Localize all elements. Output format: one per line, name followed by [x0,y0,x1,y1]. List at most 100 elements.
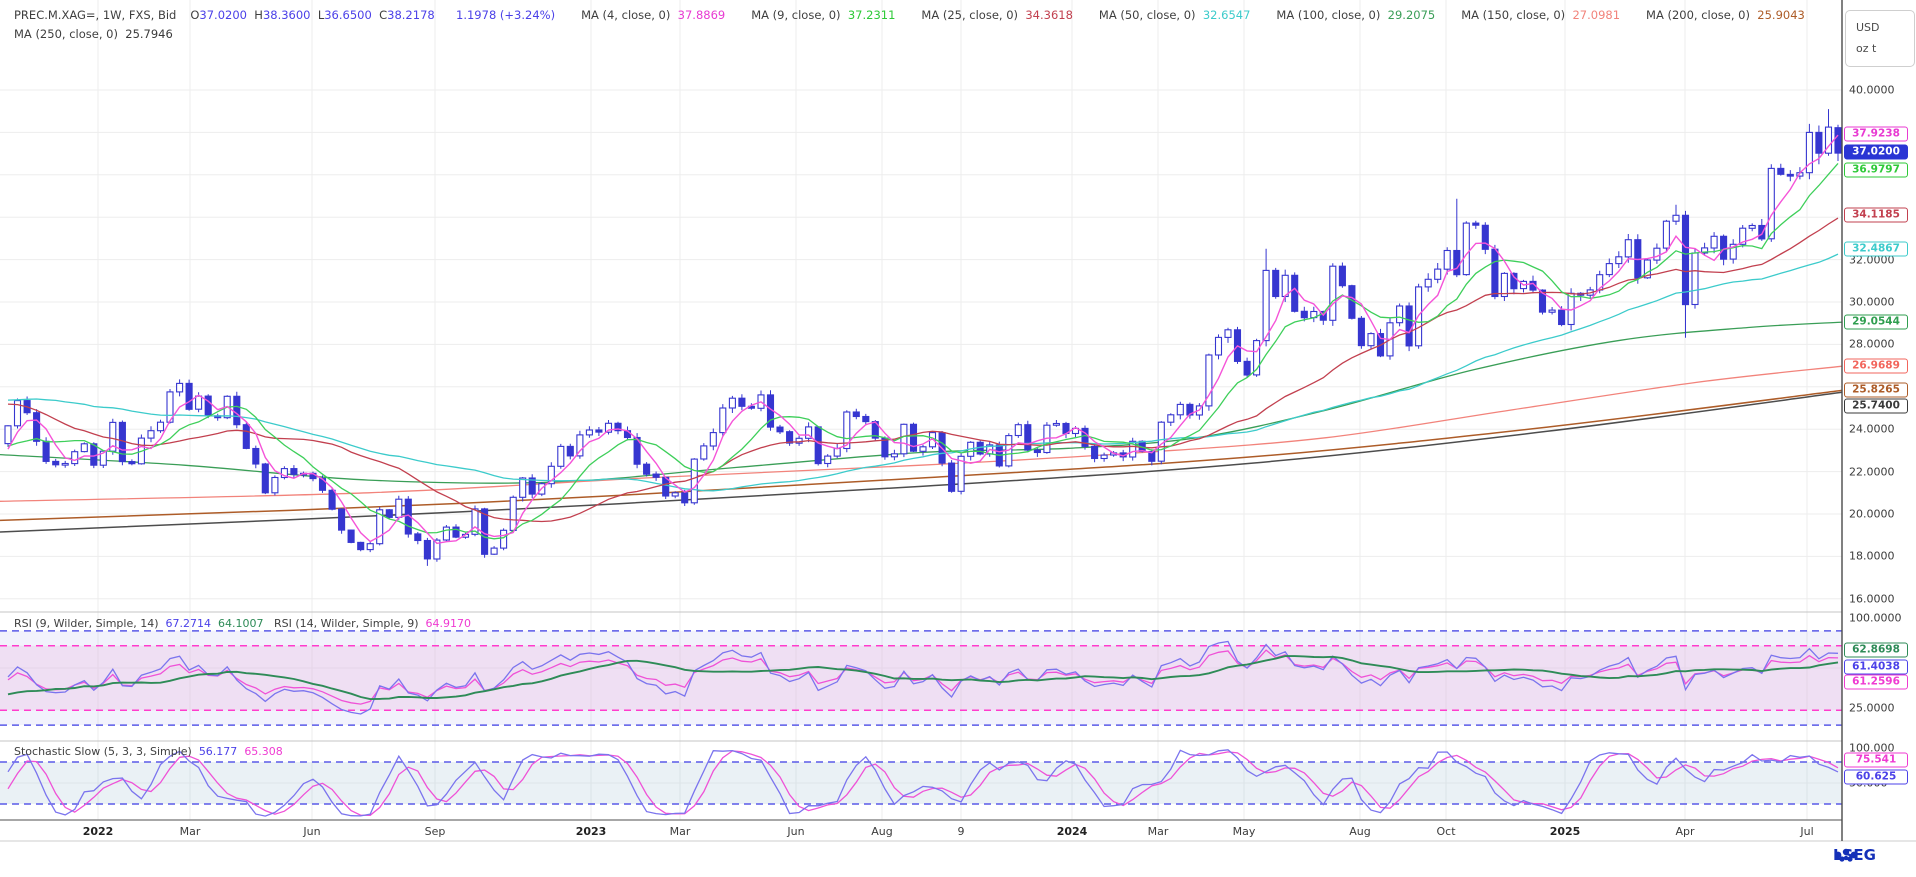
price-tick-label: 30.0000 [1849,295,1895,309]
candle-body [1710,235,1718,249]
candle-body [1329,265,1337,321]
unit-currency: USD [1856,21,1880,34]
candle-body [13,400,22,427]
rsi1-sma-value: 64.1007 [218,617,264,630]
candle-body [1272,269,1280,298]
candle-body [1205,354,1213,407]
candle-body [366,543,374,551]
rsi-badge: 61.2596 [1844,674,1908,690]
candle-body [1653,247,1661,261]
candle-body [652,473,660,478]
candle-body [1748,224,1756,229]
candle-body [347,529,355,543]
candle-body [528,477,536,495]
date-tick-label: Oct [1436,825,1456,838]
ma-250-legend: MA (250, close, 0) 25.7946 [14,27,173,41]
candle-body [52,460,60,466]
candle-body [1081,427,1089,447]
ma-line-ma25 [7,217,1839,523]
date-tick-label: 2023 [575,825,607,838]
candle-wicks [7,109,1839,566]
candle-body [1129,440,1137,458]
price-badge: 29.0544 [1844,314,1908,330]
ma-legend-item: MA (9, close, 0) 37.2311 [751,8,896,22]
candle-body [1014,424,1022,437]
stochastic-k-value: 56.177 [198,745,238,758]
price-tick-label: 24.0000 [1849,422,1895,436]
price-tick-label: 22.0000 [1849,465,1895,479]
candle-body [1672,214,1680,222]
candle-body [1434,268,1442,280]
candle-body [442,526,450,541]
stochastic-title: Stochastic Slow (5, 3, 3, Simple) [14,745,192,758]
ma-line-ma200 [0,389,1843,522]
candle-body [376,509,384,545]
candle-body [881,437,889,458]
candle-body [776,426,784,433]
stoch-badge: 75.541 [1844,752,1908,768]
date-tick-label: Apr [1675,825,1695,838]
candle-body [1615,256,1623,265]
candle-body [290,468,298,475]
date-tick-label: Jul [1800,825,1814,838]
price-badge: 25.8265 [1844,382,1908,398]
price-tick-label: 18.0000 [1849,549,1895,563]
candle-body [452,526,460,538]
candle-body [1453,249,1461,276]
candle-body [1338,265,1346,287]
ma-line-ma50 [7,253,1839,492]
candle-body [690,458,698,504]
candle-body [42,440,50,462]
candle-body [795,437,803,444]
unit-selector[interactable]: USD oz t [1845,10,1915,67]
candle-body [1148,450,1156,462]
date-tick-label: Sep [424,825,446,838]
ma-legend-item: MA (25, close, 0) 34.3618 [921,8,1073,22]
candle-body [1214,336,1223,356]
candle-body [280,468,288,479]
price-badge: 25.7400 [1844,398,1908,414]
price-tick-label: 20.0000 [1849,507,1895,521]
candle-body [576,434,584,457]
candle-body [1605,263,1613,276]
candle-body [1662,220,1670,249]
candle-body [786,431,794,444]
lseg-crest-icon [1834,848,1858,862]
candle-body [357,541,365,551]
candle-body [852,411,860,418]
stochastic-d-value: 65.308 [244,745,283,758]
lseg-logo: LSEG [1833,846,1876,864]
candle-body [1500,272,1508,298]
candle-body [1405,305,1413,347]
date-tick-label: May [1232,825,1256,838]
candle-body [328,489,336,510]
candle-body [1786,173,1794,177]
ohlc-item: H38.3600 [254,8,311,22]
price-tick-label: 28.0000 [1849,337,1895,351]
price-tick-label: 40.0000 [1849,83,1895,97]
rsi2-value: 64.9170 [425,617,472,630]
candle-body [1767,167,1775,240]
date-tick-label: Mar [1147,825,1169,838]
rsi-tick-label: 100.0000 [1849,611,1902,625]
candle-body [1701,247,1709,254]
candle-body [4,425,12,445]
candle-body [1443,249,1451,270]
candle-body [681,492,689,504]
candle-body [519,477,527,498]
candle-body [1424,278,1432,288]
ma-legend: MA (4, close, 0) 37.8869 MA (9, close, 0)… [581,8,1831,22]
candle-body [423,539,431,560]
candle-body [1815,131,1823,154]
candle-body [709,432,717,447]
candle-body [1052,422,1060,426]
candle-body [1224,329,1232,338]
stoch-badge: 60.625 [1844,769,1908,785]
candle-body [566,445,574,457]
candle-body [909,423,918,452]
candle-body [1367,333,1375,347]
chart-legend-row2: MA (250, close, 0) 25.7946 [14,27,173,41]
candle-body [957,455,965,492]
